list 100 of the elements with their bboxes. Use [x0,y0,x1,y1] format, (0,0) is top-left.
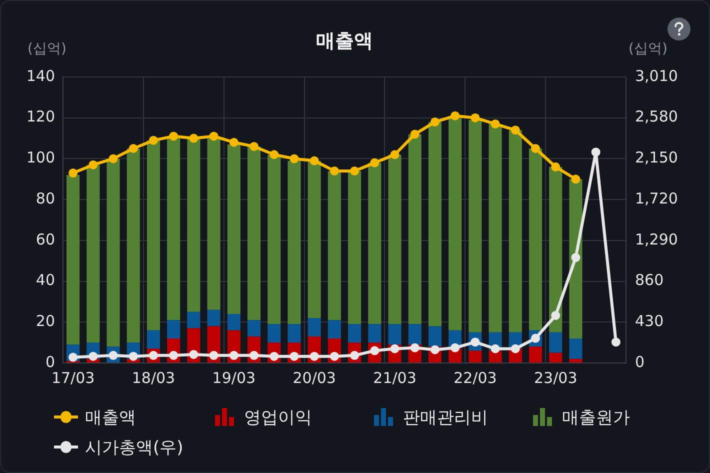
bar [428,122,442,326]
y2-tick-label: 3,010 [635,66,678,85]
point [350,166,360,176]
bar [207,310,220,326]
x-tick-label: 23/03 [534,368,578,387]
bar [167,320,180,338]
bar [468,120,482,332]
y2-tick-label: 430 [635,312,664,330]
bar [348,170,362,324]
bar [187,138,200,312]
bar [86,164,100,343]
point [169,132,178,141]
bar [408,134,422,324]
bar [268,324,281,343]
point [290,154,299,164]
legend-label: 매출원가 [562,406,630,428]
y2-axis-title: (십억) [628,40,668,58]
point [450,343,460,352]
chart-title: 매출액 [316,29,373,54]
point [611,338,620,347]
point [430,117,440,126]
y-tick-label: 0 [45,352,55,371]
point [108,154,118,164]
y2-tick-label: 860 [635,271,664,290]
point [148,136,158,145]
bar [126,148,140,343]
x-tick-label: 19/03 [212,368,256,387]
y2-tick-label: 2,580 [635,108,678,126]
y-tick-label: 100 [26,148,55,167]
bar [428,326,442,347]
y-tick-label: 80 [36,189,55,208]
point [128,144,138,153]
point [410,130,420,139]
bar [448,118,462,330]
y2-tick-label: 0 [635,352,645,371]
x-tick-label: 18/03 [132,368,176,387]
y2-tick-label: 2,150 [635,148,678,167]
point [450,111,460,120]
bar [308,160,321,318]
x-tick-label: 21/03 [373,368,416,387]
bar [528,346,542,362]
y-tick-label: 60 [36,230,55,248]
x-tick-label: 17/03 [51,368,95,387]
bar [207,138,220,310]
point [551,310,560,320]
bar [308,318,321,336]
point [229,138,238,147]
bar [187,312,200,328]
bar [368,162,382,324]
bar [569,358,582,362]
point [209,350,218,360]
x-tick-label: 22/03 [454,368,497,387]
point [510,126,520,135]
point [270,150,279,160]
bar [508,130,522,332]
point [88,352,98,361]
point [571,253,580,262]
y-tick-label: 120 [26,108,55,126]
point [68,168,78,178]
point [330,352,339,361]
point [571,174,580,184]
bar [549,332,562,353]
bar [247,320,261,336]
point [410,343,420,352]
point [310,352,319,361]
point [510,344,520,354]
point [551,162,560,172]
point [390,150,400,160]
bar [227,314,240,330]
point [531,144,540,153]
legend-label: 영업이익 [244,406,312,428]
point [229,350,238,360]
bar [408,324,422,345]
bar [488,124,502,332]
bar [488,350,502,362]
point [128,352,138,361]
bar [288,324,301,343]
point [250,142,259,151]
bar [146,140,160,330]
y2-tick-label: 1,720 [635,189,678,208]
bar [268,154,281,324]
bar [468,350,482,362]
y2-tick-label: 1,290 [635,230,678,248]
point [470,113,480,122]
point [490,344,500,354]
bar [348,324,362,343]
bar [167,138,180,320]
point [209,132,218,141]
point [490,119,500,128]
legend-label: 시가총액(우) [85,436,184,458]
bar [328,170,341,320]
bar [66,175,80,345]
bar [528,148,542,330]
bar [549,352,562,362]
bar [569,338,582,359]
bar [146,330,160,349]
x-tick-label: 20/03 [292,368,336,387]
bar [328,320,341,338]
point [591,148,600,157]
bar [227,144,240,314]
